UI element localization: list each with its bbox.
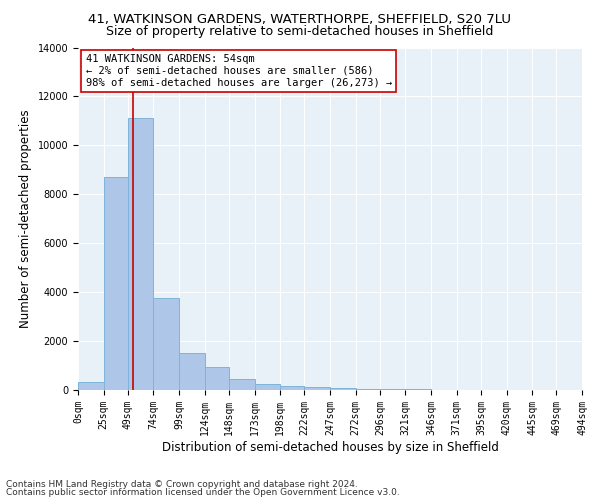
Y-axis label: Number of semi-detached properties: Number of semi-detached properties [19,110,32,328]
Bar [78,382,104,390]
Bar [280,386,304,390]
Bar [304,388,330,390]
Text: Size of property relative to semi-detached houses in Sheffield: Size of property relative to semi-detach… [106,25,494,38]
Bar [179,353,205,390]
Text: 41 WATKINSON GARDENS: 54sqm
← 2% of semi-detached houses are smaller (586)
98% o: 41 WATKINSON GARDENS: 54sqm ← 2% of semi… [86,54,392,88]
Bar [380,389,406,390]
Text: Contains HM Land Registry data © Crown copyright and database right 2024.: Contains HM Land Registry data © Crown c… [6,480,358,489]
Text: 41, WATKINSON GARDENS, WATERTHORPE, SHEFFIELD, S20 7LU: 41, WATKINSON GARDENS, WATERTHORPE, SHEF… [89,12,511,26]
Bar [205,367,229,390]
Bar [154,298,179,390]
Bar [128,118,154,390]
Bar [229,380,254,390]
Bar [356,388,380,390]
Text: Contains public sector information licensed under the Open Government Licence v3: Contains public sector information licen… [6,488,400,497]
Bar [254,384,280,390]
Bar [330,388,356,390]
X-axis label: Distribution of semi-detached houses by size in Sheffield: Distribution of semi-detached houses by … [161,440,499,454]
Bar [104,177,128,390]
